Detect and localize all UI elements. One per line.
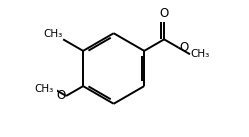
Text: O: O xyxy=(179,41,188,54)
Text: CH₃: CH₃ xyxy=(191,49,210,59)
Text: CH₃: CH₃ xyxy=(34,84,54,94)
Text: O: O xyxy=(56,89,65,102)
Text: O: O xyxy=(160,7,169,20)
Text: CH₃: CH₃ xyxy=(43,29,62,39)
